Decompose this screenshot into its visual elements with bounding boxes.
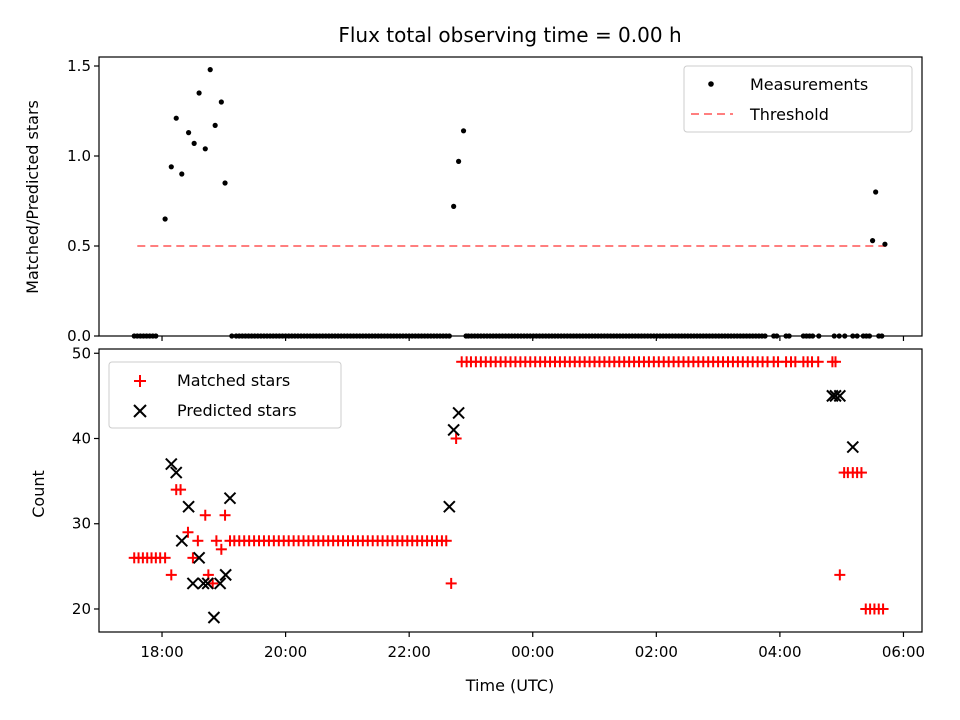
chart-title: Flux total observing time = 0.00 h <box>338 23 681 47</box>
ratio-legend-box <box>683 65 913 133</box>
measurement-point <box>168 164 174 170</box>
predicted-star-point <box>182 500 195 513</box>
threshold-legend-label: Threshold <box>749 105 829 124</box>
matched-star-point <box>450 433 462 445</box>
x-tick-label: 22:00 <box>388 643 431 661</box>
matched-star-point <box>440 535 452 547</box>
count-marks <box>128 356 889 624</box>
measurement-point <box>196 90 202 96</box>
x-tick-label: 02:00 <box>635 643 678 661</box>
matched-star-point <box>215 543 227 555</box>
predicted-legend-label: Predicted stars <box>177 401 297 420</box>
measurement-point <box>455 158 462 164</box>
x-axis-label: Time (UTC) <box>465 676 554 695</box>
predicted-star-point <box>213 577 227 590</box>
matched-star-point <box>175 484 187 496</box>
predicted-legend-marker <box>133 404 147 418</box>
ratio-y-tick-label: 0.0 <box>67 327 91 345</box>
count-legend-box <box>108 361 342 429</box>
predicted-star-point <box>186 577 200 590</box>
measurement-point <box>162 216 168 222</box>
measurement-point <box>179 171 185 177</box>
predicted-star-point <box>452 406 465 420</box>
x-tick-label: 04:00 <box>758 643 801 661</box>
count-y-tick-label: 50 <box>72 344 91 362</box>
matched-star-point <box>219 509 231 521</box>
matched-star-point <box>159 552 171 564</box>
count-panel-frame <box>98 348 923 633</box>
measurement-point <box>207 67 213 73</box>
x-tick-label: 00:00 <box>511 643 554 661</box>
measurement-point <box>873 189 879 195</box>
measurement-point <box>212 122 218 128</box>
matched-star-point <box>182 526 194 538</box>
matched-star-point <box>855 467 867 479</box>
matched-legend-marker <box>134 375 146 387</box>
matched-star-point <box>445 577 457 589</box>
count-y-tick-label: 20 <box>72 600 91 618</box>
measurement-point <box>185 130 192 136</box>
predicted-star-point <box>207 611 221 624</box>
x-tick-label: 18:00 <box>140 643 183 661</box>
ratio-panel: 0.0 0.5 1.0 1.5 Matched/Predicted stars Mea… <box>23 56 923 345</box>
measurement-point <box>202 146 208 152</box>
ratio-x-ticks <box>161 336 905 341</box>
matched-legend-label: Matched stars <box>177 371 290 390</box>
measurement-point <box>882 241 888 247</box>
measurements-legend-marker <box>708 81 714 87</box>
x-tick-label: 20:00 <box>264 643 307 661</box>
ratio-legend: Measurements Threshold <box>683 65 913 133</box>
count-panel: 20 30 40 50 18:00 20:00 22:00 00:00 02:00 04:00 0… <box>29 344 925 695</box>
predicted-star-point <box>192 551 206 565</box>
count-y-tick-label: 30 <box>72 515 91 533</box>
x-tick-label: 06:00 <box>882 643 925 661</box>
predicted-star-point <box>447 423 460 437</box>
predicted-star-point <box>165 457 178 471</box>
count-legend: Matched stars Predicted stars <box>108 361 342 429</box>
predicted-star-point <box>170 466 183 479</box>
ratio-y-tick-label: 1.0 <box>67 147 91 165</box>
measurement-point <box>218 99 224 105</box>
count-y-ticks: 20 30 40 50 <box>72 344 99 618</box>
matched-star-point <box>877 603 889 615</box>
predicted-star-point <box>223 491 237 505</box>
ratio-y-axis-label: Matched/Predicted stars <box>23 100 42 294</box>
measurement-point <box>460 128 467 134</box>
matched-star-point <box>834 569 846 581</box>
matched-star-point <box>165 569 177 581</box>
predicted-star-point <box>443 500 456 513</box>
matched-star-point <box>812 356 824 368</box>
count-y-tick-label: 40 <box>72 430 91 448</box>
measurement-point <box>173 115 179 121</box>
matched-star-point <box>199 509 211 521</box>
measurement-point <box>191 140 197 146</box>
predicted-star-point <box>197 577 210 590</box>
ratio-panel-frame <box>98 56 923 337</box>
measurement-point <box>451 203 457 209</box>
predicted-star-point <box>201 577 214 590</box>
predicted-star-point <box>833 389 847 403</box>
matched-star-point <box>829 356 841 368</box>
count-y-axis-label: Count <box>29 470 48 518</box>
predicted-star-point <box>829 389 842 403</box>
measurements-legend-label: Measurements <box>750 75 868 94</box>
predicted-star-point <box>175 534 189 547</box>
count-x-ticks: 18:00 20:00 22:00 00:00 02:00 04:00 06:00 <box>140 632 925 661</box>
predicted-star-point <box>846 440 860 454</box>
measurement-point <box>869 238 876 244</box>
matched-star-point <box>210 535 222 547</box>
measurement-point <box>222 180 228 186</box>
matched-star-point <box>187 552 199 564</box>
ratio-y-ticks: 0.0 0.5 1.0 1.5 <box>67 57 99 345</box>
ratio-y-tick-label: 1.5 <box>67 57 91 75</box>
matched-star-point <box>192 535 204 547</box>
ratio-y-tick-label: 0.5 <box>67 237 91 255</box>
predicted-star-point <box>219 568 232 582</box>
